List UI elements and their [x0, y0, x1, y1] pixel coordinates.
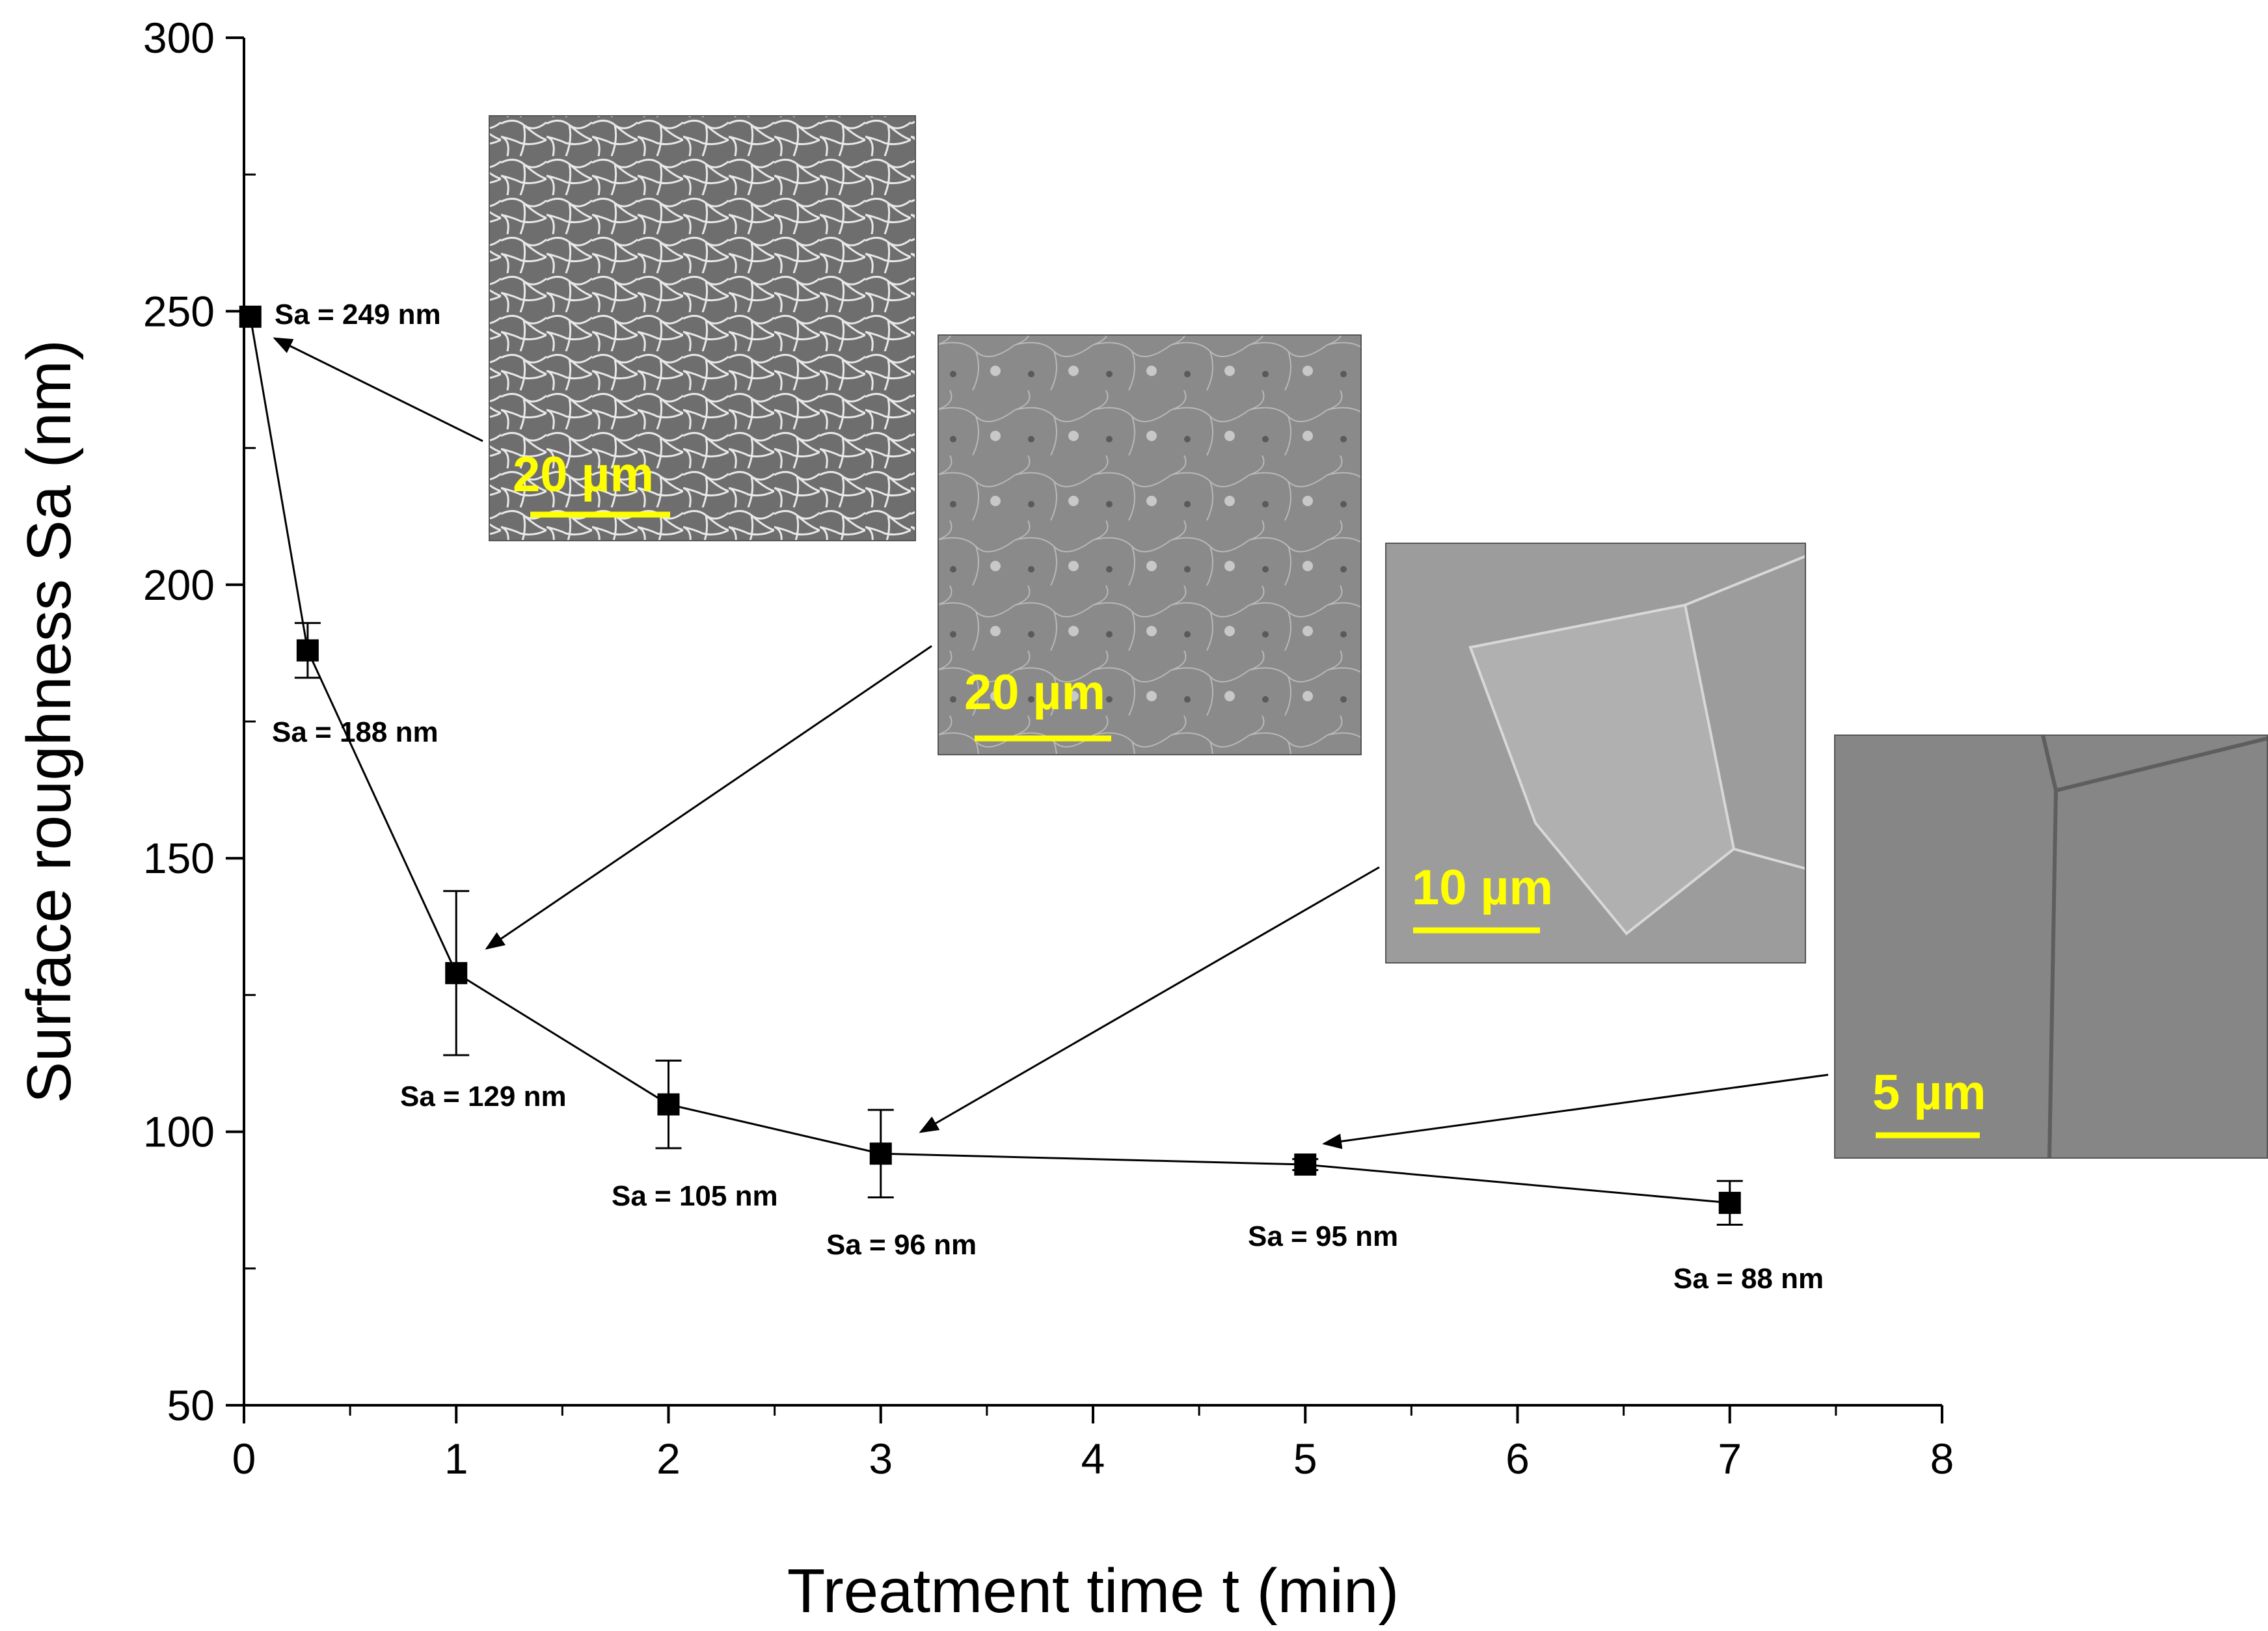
y-tick-label: 200 — [143, 561, 215, 609]
x-tick-label: 6 — [1505, 1435, 1530, 1483]
sem-inset-1: 20 µm — [489, 115, 916, 541]
sem-image-border — [938, 334, 1362, 755]
data-label: Sa = 249 nm — [275, 299, 441, 330]
y-tick-label: 50 — [167, 1381, 215, 1429]
sem-image-border — [1834, 735, 2268, 1159]
data-point — [239, 305, 262, 328]
scale-bar-label: 10 µm — [1412, 860, 1553, 915]
pointer-arrow — [485, 645, 932, 950]
data-point — [445, 962, 468, 984]
y-tick-label: 150 — [143, 834, 215, 882]
y-tick-label: 300 — [143, 14, 215, 62]
data-point — [657, 1093, 680, 1116]
sem-image — [938, 335, 1361, 755]
sem-image — [489, 116, 915, 541]
grain-boundary — [2041, 735, 2268, 1159]
data-point — [1294, 1153, 1317, 1176]
grain-boundary — [1684, 555, 1806, 870]
sem-image-border — [1385, 543, 1806, 964]
scale-bar-label: 20 µm — [964, 665, 1105, 720]
y-axis-title: Surface roughness Sa (nm) — [14, 340, 84, 1103]
sem-inset-2: 20 µm — [938, 334, 1362, 755]
data-point — [296, 639, 319, 662]
y-tick-label: 250 — [143, 287, 215, 335]
insets: 20 µm 20 µm 10 µm 5 µm — [489, 115, 2268, 1159]
data-label: Sa = 95 nm — [1248, 1220, 1398, 1252]
x-tick-label: 4 — [1081, 1435, 1105, 1483]
pointer-arrow — [919, 866, 1380, 1133]
x-tick-label: 5 — [1293, 1435, 1317, 1483]
y-tick-label: 100 — [143, 1108, 215, 1156]
scale-bar-label: 20 µm — [513, 447, 654, 502]
x-axis-title: Treatment time t (min) — [787, 1556, 1399, 1626]
axes: 0 1 2 3 4 5 6 7 8 50 100 150 200 250 300 Treatment time… — [14, 14, 1954, 1626]
data-label: Sa = 105 nm — [612, 1180, 778, 1212]
x-tick-label: 2 — [656, 1435, 681, 1483]
sem-inset-3: 10 µm — [1385, 543, 1806, 964]
data-label: Sa = 88 nm — [1673, 1263, 1824, 1295]
series — [239, 305, 1743, 1226]
sem-image-border — [489, 115, 916, 541]
x-tick-label: 8 — [1930, 1435, 1954, 1483]
x-tick-label: 3 — [869, 1435, 893, 1483]
arrows — [273, 337, 1829, 1150]
pointer-arrow — [1322, 1073, 1829, 1150]
x-tick-label: 7 — [1718, 1435, 1742, 1483]
data-point — [1718, 1191, 1741, 1214]
data-label: Sa = 188 nm — [272, 716, 439, 748]
pointer-arrow — [273, 337, 483, 442]
scale-bar-label: 5 µm — [1872, 1065, 1986, 1120]
labels: Sa = 249 nm Sa = 188 nm Sa = 129 nm Sa = 10… — [272, 299, 1824, 1295]
grain-shape — [1468, 603, 1736, 936]
data-label: Sa = 96 nm — [826, 1229, 977, 1261]
x-tick-label: 0 — [232, 1435, 256, 1483]
data-point — [869, 1142, 892, 1165]
data-label: Sa = 129 nm — [400, 1081, 567, 1112]
x-tick-label: 1 — [444, 1435, 468, 1483]
sem-inset-4: 5 µm — [1834, 735, 2268, 1159]
